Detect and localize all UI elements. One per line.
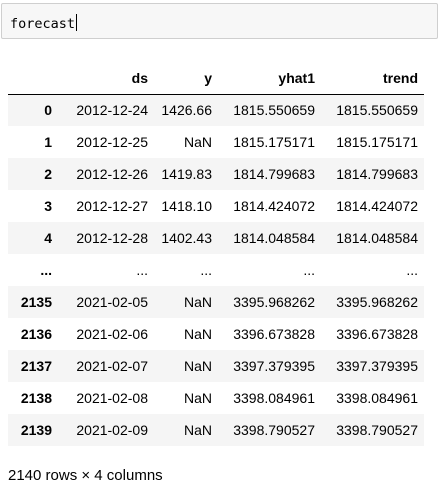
- cell-trend: 1814.424072: [336, 198, 418, 214]
- row-index: 2138: [20, 390, 52, 406]
- cell-yhat1: 1814.799683: [233, 166, 315, 182]
- cell-trend: 1814.048584: [336, 230, 418, 246]
- table-body: 0 2012-12-24 1426.66 1815.550659 1815.550659…: [8, 94, 424, 446]
- cell-yhat1: 1814.048584: [233, 230, 315, 246]
- cell-ds: 2021-02-05: [76, 294, 148, 310]
- cell-y: NaN: [183, 422, 212, 438]
- table-row: 2138 2021-02-08 NaN 3398.084961 3398.084961: [8, 382, 424, 414]
- cell-yhat1: 3398.084961: [233, 390, 315, 406]
- code-text: forecast: [10, 14, 78, 32]
- cell-yhat1: 1815.175171: [233, 134, 315, 150]
- cell-trend: 3395.968262: [336, 294, 418, 310]
- table-row: 0 2012-12-24 1426.66 1815.550659 1815.550659: [8, 94, 424, 126]
- cell-yhat1: 1814.424072: [233, 198, 315, 214]
- row-index: 3: [44, 198, 52, 214]
- row-index: 1: [44, 134, 52, 150]
- cell-yhat1: 3395.968262: [233, 294, 315, 310]
- column-header-yhat1: yhat1: [218, 63, 321, 95]
- row-index: 2139: [20, 422, 52, 438]
- cell-ds: ...: [136, 262, 148, 278]
- row-index: 2: [44, 166, 52, 182]
- cell-yhat1: 1815.550659: [233, 102, 315, 119]
- column-header-ds: ds: [58, 63, 154, 95]
- code-cell-input[interactable]: forecast: [1, 3, 438, 39]
- table-header-row: ds y yhat1 trend: [8, 63, 424, 95]
- table-row: 2 2012-12-26 1419.83 1814.799683 1814.799683: [8, 158, 424, 190]
- dataframe-shape-summary: 2140 rows × 4 columns: [8, 467, 163, 484]
- cell-trend: 1815.550659: [336, 102, 418, 119]
- cell-yhat1: 3398.790527: [233, 422, 315, 438]
- cell-ds: 2012-12-24: [76, 102, 148, 119]
- table-row: 2136 2021-02-06 NaN 3396.673828 3396.673828: [8, 318, 424, 350]
- row-index: 2136: [20, 326, 52, 342]
- cell-yhat1: 3396.673828: [233, 326, 315, 342]
- cell-ds: 2021-02-08: [76, 390, 148, 406]
- cell-y: 1419.83: [161, 166, 212, 182]
- column-header-y: y: [154, 63, 218, 95]
- cell-trend: 1814.799683: [336, 166, 418, 182]
- row-index: 4: [44, 230, 52, 246]
- cell-ds: 2021-02-07: [76, 358, 148, 374]
- cell-trend: 3396.673828: [336, 326, 418, 342]
- cell-y: ...: [200, 262, 212, 278]
- row-index: 2137: [20, 358, 52, 374]
- cell-y: 1418.10: [161, 198, 212, 214]
- row-index: ...: [40, 262, 52, 278]
- cell-trend: 3398.790527: [336, 422, 418, 438]
- cell-y: NaN: [183, 294, 212, 310]
- table-row: ...............: [8, 254, 424, 286]
- cell-yhat1: ...: [303, 262, 315, 278]
- cell-ds: 2012-12-28: [76, 230, 148, 246]
- cell-trend: ...: [406, 262, 418, 278]
- table-row: 2137 2021-02-07 NaN 3397.379395 3397.379395: [8, 350, 424, 382]
- cell-yhat1: 3397.379395: [233, 358, 315, 374]
- cell-trend: 3397.379395: [336, 358, 418, 374]
- table-row: 3 2012-12-27 1418.10 1814.424072 1814.424072: [8, 190, 424, 222]
- table-row: 2139 2021-02-09 NaN 3398.790527 3398.790527: [8, 414, 424, 446]
- cell-y: 1426.66: [161, 102, 212, 119]
- table-row: 4 2012-12-28 1402.43 1814.048584 1814.048584: [8, 222, 424, 254]
- cell-y: NaN: [183, 358, 212, 374]
- cell-trend: 3398.084961: [336, 390, 418, 406]
- table-row: 2135 2021-02-05 NaN 3395.968262 3395.968262: [8, 286, 424, 318]
- cell-y: NaN: [183, 390, 212, 406]
- cell-ds: 2012-12-27: [76, 198, 148, 214]
- dataframe-table: ds y yhat1 trend 0 2012-12-24 1426.66 1815.…: [8, 63, 424, 446]
- column-header-index: [8, 63, 58, 95]
- cell-ds: 2021-02-06: [76, 326, 148, 342]
- cell-y: 1402.43: [161, 230, 212, 246]
- cell-ds: 2012-12-25: [76, 134, 148, 150]
- text-caret: [76, 14, 78, 31]
- row-index: 2135: [20, 294, 52, 310]
- cell-ds: 2012-12-26: [76, 166, 148, 182]
- cell-trend: 1815.175171: [336, 134, 418, 150]
- table-row: 1 2012-12-25 NaN 1815.175171 1815.175171: [8, 126, 424, 158]
- row-index: 0: [44, 102, 52, 119]
- cell-ds: 2021-02-09: [76, 422, 148, 438]
- column-header-trend: trend: [321, 63, 424, 95]
- cell-y: NaN: [183, 134, 212, 150]
- code-content: forecast: [10, 16, 76, 32]
- cell-y: NaN: [183, 326, 212, 342]
